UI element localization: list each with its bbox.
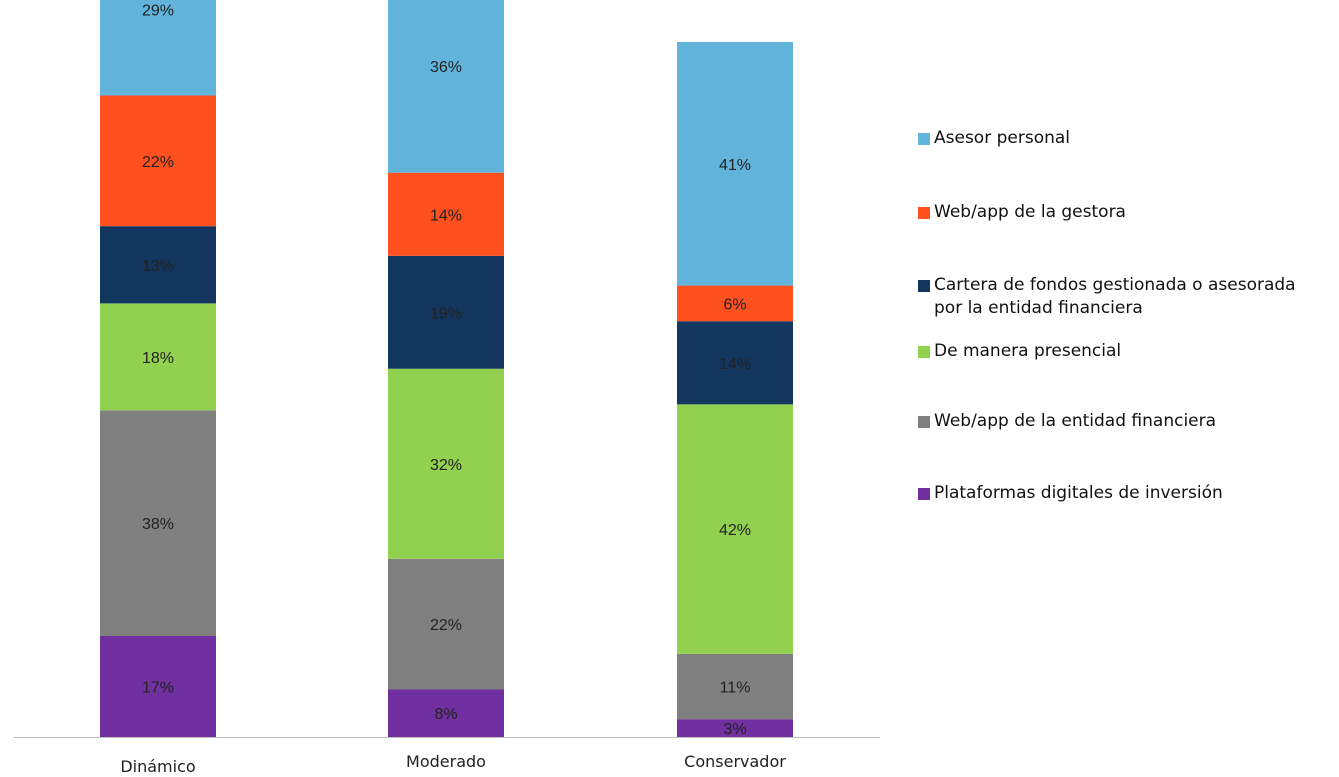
legend-swatch <box>918 346 930 358</box>
data-label-conservador-3: 14% <box>719 356 751 373</box>
bar-segment-moderado-1 <box>388 558 504 690</box>
bar-segment-moderado-0 <box>388 689 504 737</box>
legend-swatch <box>918 416 930 428</box>
data-label-dinamico-1: 38% <box>142 516 174 533</box>
legend-swatch <box>918 280 930 292</box>
legend-label: Plataformas digitales de inversión <box>934 483 1223 503</box>
bar-segment-conservador-4 <box>677 285 793 322</box>
data-label-dinamico-5: 29% <box>142 2 174 19</box>
bar-segment-conservador-3 <box>677 321 793 405</box>
legend-label: Asesor personal <box>934 128 1071 148</box>
data-label-dinamico-4: 22% <box>142 154 174 171</box>
category-labels-group: Dinámico Moderado Conservador <box>120 752 786 776</box>
bar-segment-moderado-3 <box>388 255 504 369</box>
bar-segment-dinamico-4 <box>100 95 216 227</box>
legend-swatch <box>918 488 930 500</box>
data-label-dinamico-0: 17% <box>142 680 174 697</box>
data-label-conservador-0: 3% <box>723 721 746 738</box>
bar-segment-dinamico-3 <box>100 226 216 304</box>
bar-segment-dinamico-2 <box>100 303 216 411</box>
legend-label: Web/app de la gestora <box>934 202 1126 222</box>
legend-item-asesor-personal: Asesor personal <box>918 127 1070 150</box>
bar-segment-moderado-5 <box>388 0 504 173</box>
bars-group: 17% 38% 18% 13% 22% 29% 8% 22% 32% 19% 14% 36% 3% 11%… <box>100 0 793 738</box>
bar-segment-conservador-2 <box>677 404 793 654</box>
data-label-conservador-5: 41% <box>719 157 751 174</box>
bar-segment-dinamico-1 <box>100 410 216 637</box>
data-label-moderado-3: 19% <box>430 305 462 322</box>
legend-item-web-app-de-la-gestora: Web/app de la gestora <box>918 201 1126 224</box>
data-label-moderado-5: 36% <box>430 59 462 76</box>
category-label-moderado: Moderado <box>406 752 486 771</box>
bar-segment-moderado-2 <box>388 368 504 559</box>
data-label-dinamico-2: 18% <box>142 350 174 367</box>
bar-segment-conservador-5 <box>677 42 793 286</box>
bar-segment-dinamico-0 <box>100 636 216 737</box>
legend-item-de-manera-presencial: De manera presencial <box>918 340 1121 363</box>
legend-label: Web/app de la entidad financiera <box>934 411 1217 431</box>
data-label-moderado-1: 22% <box>430 617 462 634</box>
bar-segment-moderado-4 <box>388 172 504 256</box>
category-label-dinamico: Dinámico <box>120 757 195 776</box>
legend-label: Cartera de fondos gestionada o asesorada… <box>934 275 1296 318</box>
data-label-conservador-4: 6% <box>723 296 746 313</box>
bar-segment-conservador-0 <box>677 719 793 737</box>
legend-swatch <box>918 133 930 145</box>
data-label-moderado-2: 32% <box>430 457 462 474</box>
data-label-conservador-2: 42% <box>719 522 751 539</box>
data-label-moderado-4: 14% <box>430 207 462 224</box>
data-label-moderado-0: 8% <box>434 706 457 723</box>
legend-swatch <box>918 207 930 219</box>
legend-label: De manera presencial <box>934 341 1122 361</box>
bar-segment-conservador-1 <box>677 653 793 720</box>
data-label-conservador-1: 11% <box>720 680 751 697</box>
bar-segment-dinamico-5 <box>100 0 216 96</box>
legend-item-web-app-de-la-entidad-financiera: Web/app de la entidad financiera <box>918 410 1216 433</box>
legend-item-plataformas-digitales-de-inversion: Plataformas digitales de inversión <box>918 482 1223 505</box>
legend-item-cartera-de-fondos-gestionada-o-asesorada: Cartera de fondos gestionada o asesorada… <box>918 274 1296 320</box>
data-label-dinamico-3: 13% <box>142 258 174 275</box>
category-label-conservador: Conservador <box>684 752 786 771</box>
